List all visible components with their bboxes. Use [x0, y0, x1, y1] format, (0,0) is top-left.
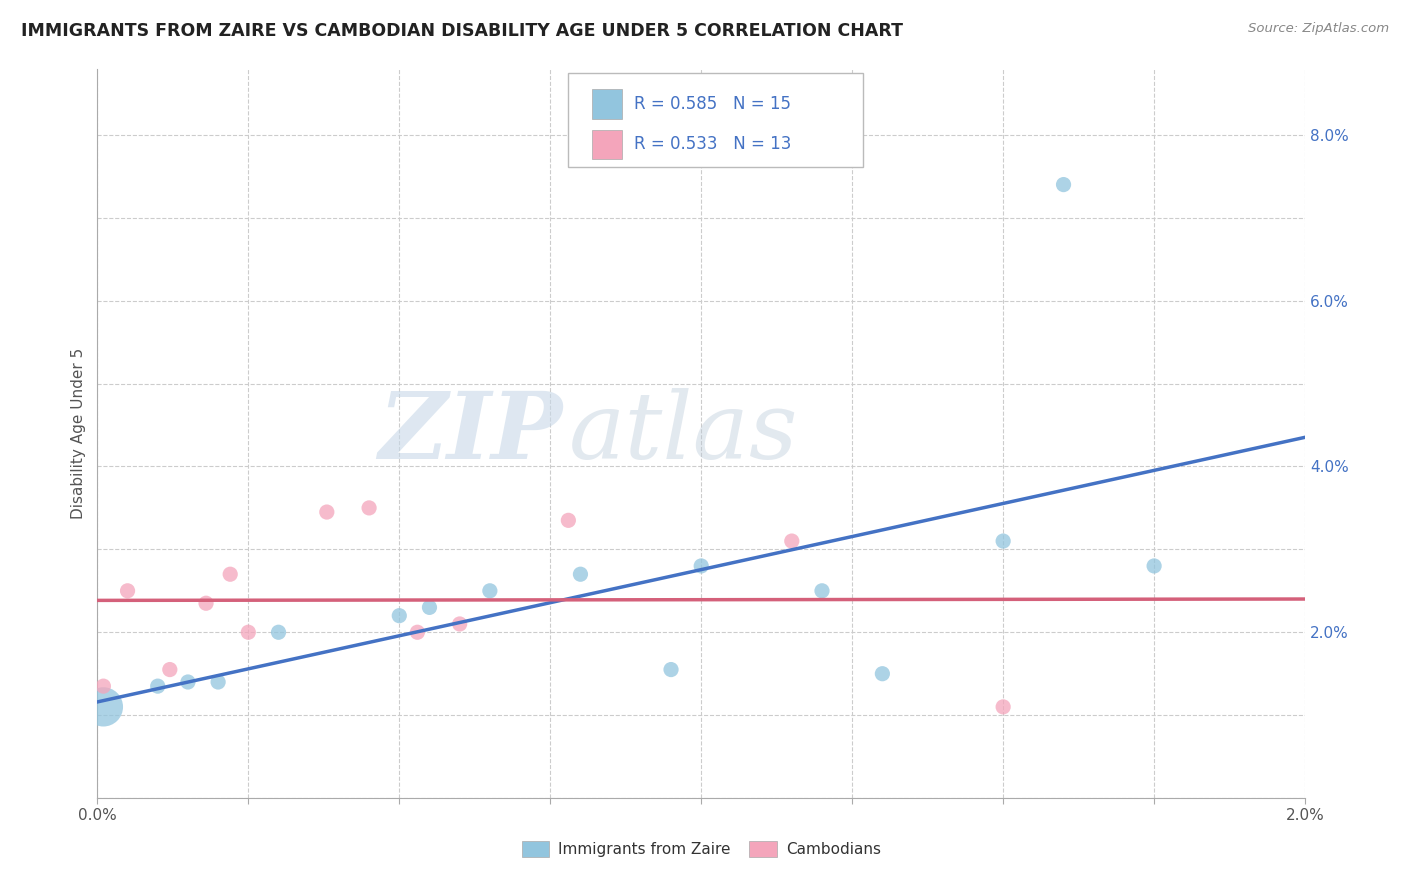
Point: [780, 534, 803, 549]
Text: Source: ZipAtlas.com: Source: ZipAtlas.com: [1249, 22, 1389, 36]
Point: [557, 513, 579, 527]
Point: [1052, 178, 1074, 192]
Point: [315, 505, 337, 519]
Point: [991, 699, 1014, 714]
Point: [478, 583, 501, 598]
Point: [872, 666, 894, 681]
Point: [238, 625, 260, 640]
Point: [146, 679, 169, 693]
Point: [659, 663, 682, 677]
Point: [195, 596, 218, 610]
Point: [811, 583, 834, 598]
Point: [159, 663, 181, 677]
Y-axis label: Disability Age Under 5: Disability Age Under 5: [72, 348, 86, 519]
Point: [93, 679, 115, 693]
Point: [359, 500, 381, 515]
Point: [177, 675, 200, 690]
Point: [569, 567, 592, 582]
Text: R = 0.585   N = 15: R = 0.585 N = 15: [634, 95, 790, 113]
Point: [219, 567, 242, 582]
Point: [1143, 558, 1166, 573]
Legend: Immigrants from Zaire, Cambodians: Immigrants from Zaire, Cambodians: [516, 835, 887, 863]
Point: [207, 675, 229, 690]
Point: [449, 617, 471, 632]
Point: [690, 558, 713, 573]
Point: [388, 608, 411, 623]
Point: [418, 600, 440, 615]
Point: [93, 699, 115, 714]
Text: R = 0.533   N = 13: R = 0.533 N = 13: [634, 136, 792, 153]
Text: IMMIGRANTS FROM ZAIRE VS CAMBODIAN DISABILITY AGE UNDER 5 CORRELATION CHART: IMMIGRANTS FROM ZAIRE VS CAMBODIAN DISAB…: [21, 22, 903, 40]
Point: [991, 534, 1014, 549]
Point: [267, 625, 290, 640]
Point: [406, 625, 429, 640]
Point: [117, 583, 139, 598]
Text: ZIP: ZIP: [378, 388, 562, 478]
Text: atlas: atlas: [568, 388, 797, 478]
